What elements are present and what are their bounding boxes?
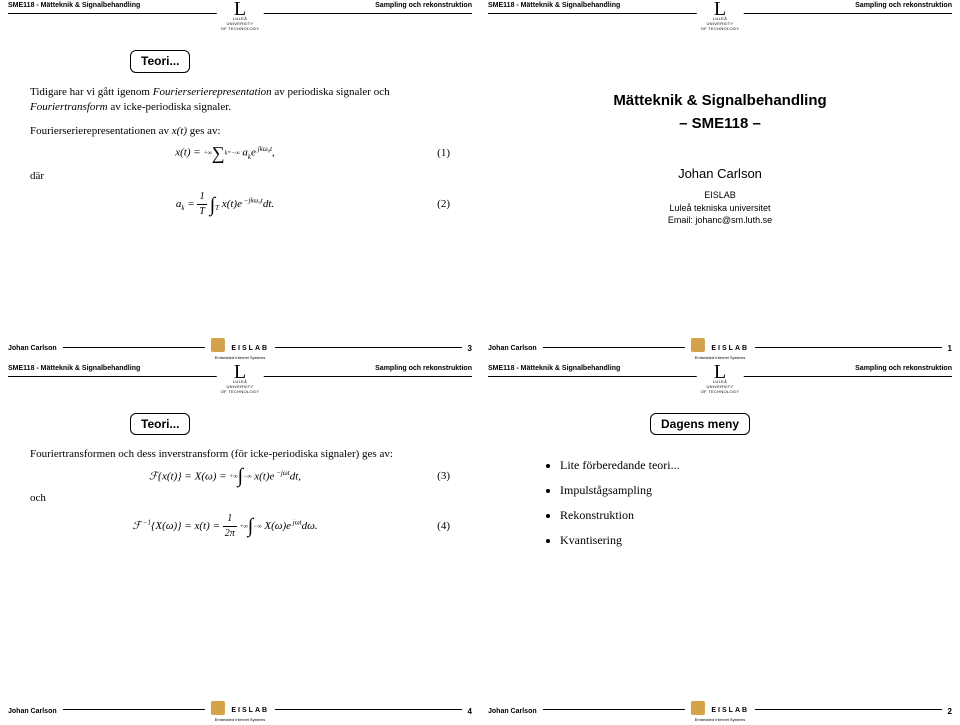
- slide-footer: Johan Carlson EISLAB Embedded Internet S…: [480, 337, 960, 363]
- slide-footer: Johan Carlson EISLAB Embedded Internet S…: [0, 337, 480, 363]
- page-number: 3: [462, 344, 472, 353]
- course-code: – SME118 –: [510, 113, 930, 136]
- slide-header: SME118 - Mätteknik & Signalbehandling L …: [480, 0, 960, 30]
- footer-author: Johan Carlson: [8, 345, 63, 352]
- header-right: Sampling och rekonstruktion: [851, 2, 952, 9]
- slide-3: SME118 - Mätteknik & Signalbehandling L …: [0, 0, 480, 363]
- paragraph: Fourierserierepresentationen av x(t) ges…: [30, 124, 450, 139]
- affiliation: EISLAB Luleå tekniska universitet Email:…: [510, 189, 930, 227]
- equation-1: x(t) = +∞∑k=−∞ ake jkω₀t, (1): [30, 145, 450, 163]
- equation-3: ℱ{x(t)} = X(ω) = +∞∫−∞ x(t)e −jωtdt, (3): [30, 469, 450, 485]
- header-left: SME118 - Mätteknik & Signalbehandling: [488, 2, 624, 9]
- slide-content: Teori... Fouriertransformen och dess inv…: [0, 393, 480, 700]
- slide-1: SME118 - Mätteknik & Signalbehandling L …: [480, 0, 960, 363]
- slide-content: Teori... Tidigare har vi gått igenom Fou…: [0, 30, 480, 337]
- footer-logo: EISLAB Embedded Internet Systems: [205, 699, 275, 722]
- eislab-icon: [691, 338, 705, 352]
- slide-title: Dagens meny: [650, 413, 750, 436]
- header-left: SME118 - Mätteknik & Signalbehandling: [8, 365, 144, 372]
- course-title: Mätteknik & Signalbehandling: [510, 90, 930, 113]
- header-logo: L LULEÅ UNIVERSITY OF TECHNOLOGY: [697, 365, 744, 394]
- list-item: Kvantisering: [560, 532, 930, 549]
- paragraph: och: [30, 491, 450, 506]
- slide-title: Teori...: [130, 413, 190, 436]
- eq-num: (4): [420, 519, 450, 534]
- eislab-icon: [211, 701, 225, 715]
- footer-logo: EISLAB Embedded Internet Systems: [685, 337, 755, 360]
- footer-logo: EISLAB Embedded Internet Systems: [205, 337, 275, 360]
- header-logo: L LULEÅ UNIVERSITY OF TECHNOLOGY: [697, 2, 744, 31]
- paragraph: där: [30, 169, 450, 184]
- page-number: 2: [942, 707, 952, 716]
- eq-num: (1): [420, 146, 450, 161]
- slide-header: SME118 - Mätteknik & Signalbehandling L …: [480, 363, 960, 393]
- header-logo: L LULEÅ UNIVERSITY OF TECHNOLOGY: [217, 2, 264, 31]
- slide-content: Dagens meny Lite förberedande teori... I…: [480, 393, 960, 700]
- menu-list: Lite förberedande teori... Impulstågsamp…: [560, 457, 930, 548]
- page-number: 1: [942, 344, 952, 353]
- slide-content: Mätteknik & Signalbehandling – SME118 – …: [480, 70, 960, 337]
- footer-author: Johan Carlson: [488, 345, 543, 352]
- slide-header: SME118 - Mätteknik & Signalbehandling L …: [0, 0, 480, 30]
- header-left: SME118 - Mätteknik & Signalbehandling: [488, 365, 624, 372]
- equation-4: ℱ −1{X(ω)} = x(t) = 12π +∞∫−∞ X(ω)e jωtd…: [30, 512, 450, 541]
- slide-title: Teori...: [130, 50, 190, 73]
- eq-num: (3): [420, 469, 450, 484]
- eislab-icon: [211, 338, 225, 352]
- slide-2: SME118 - Mätteknik & Signalbehandling L …: [480, 363, 960, 725]
- list-item: Rekonstruktion: [560, 507, 930, 524]
- header-right: Sampling och rekonstruktion: [371, 365, 472, 372]
- header-logo: L LULEÅ UNIVERSITY OF TECHNOLOGY: [217, 365, 264, 394]
- eislab-icon: [691, 701, 705, 715]
- list-item: Lite förberedande teori...: [560, 457, 930, 474]
- paragraph: Fouriertransformen och dess inverstransf…: [30, 447, 450, 462]
- slide-footer: Johan Carlson EISLAB Embedded Internet S…: [480, 699, 960, 725]
- slide-footer: Johan Carlson EISLAB Embedded Internet S…: [0, 699, 480, 725]
- author-name: Johan Carlson: [510, 165, 930, 183]
- header-left: SME118 - Mätteknik & Signalbehandling: [8, 2, 144, 9]
- footer-author: Johan Carlson: [8, 708, 63, 715]
- header-right: Sampling och rekonstruktion: [851, 365, 952, 372]
- page-number: 4: [462, 707, 472, 716]
- equation-2: ak = 1T ∫T x(t)e −jkω₀tdt. (2): [30, 190, 450, 219]
- header-right: Sampling och rekonstruktion: [371, 2, 472, 9]
- list-item: Impulstågsampling: [560, 482, 930, 499]
- slide-header: SME118 - Mätteknik & Signalbehandling L …: [0, 363, 480, 393]
- paragraph: Tidigare har vi gått igenom Fourierserie…: [30, 85, 450, 116]
- slide-4: SME118 - Mätteknik & Signalbehandling L …: [0, 363, 480, 725]
- eq-num: (2): [420, 197, 450, 212]
- footer-author: Johan Carlson: [488, 708, 543, 715]
- footer-logo: EISLAB Embedded Internet Systems: [685, 699, 755, 722]
